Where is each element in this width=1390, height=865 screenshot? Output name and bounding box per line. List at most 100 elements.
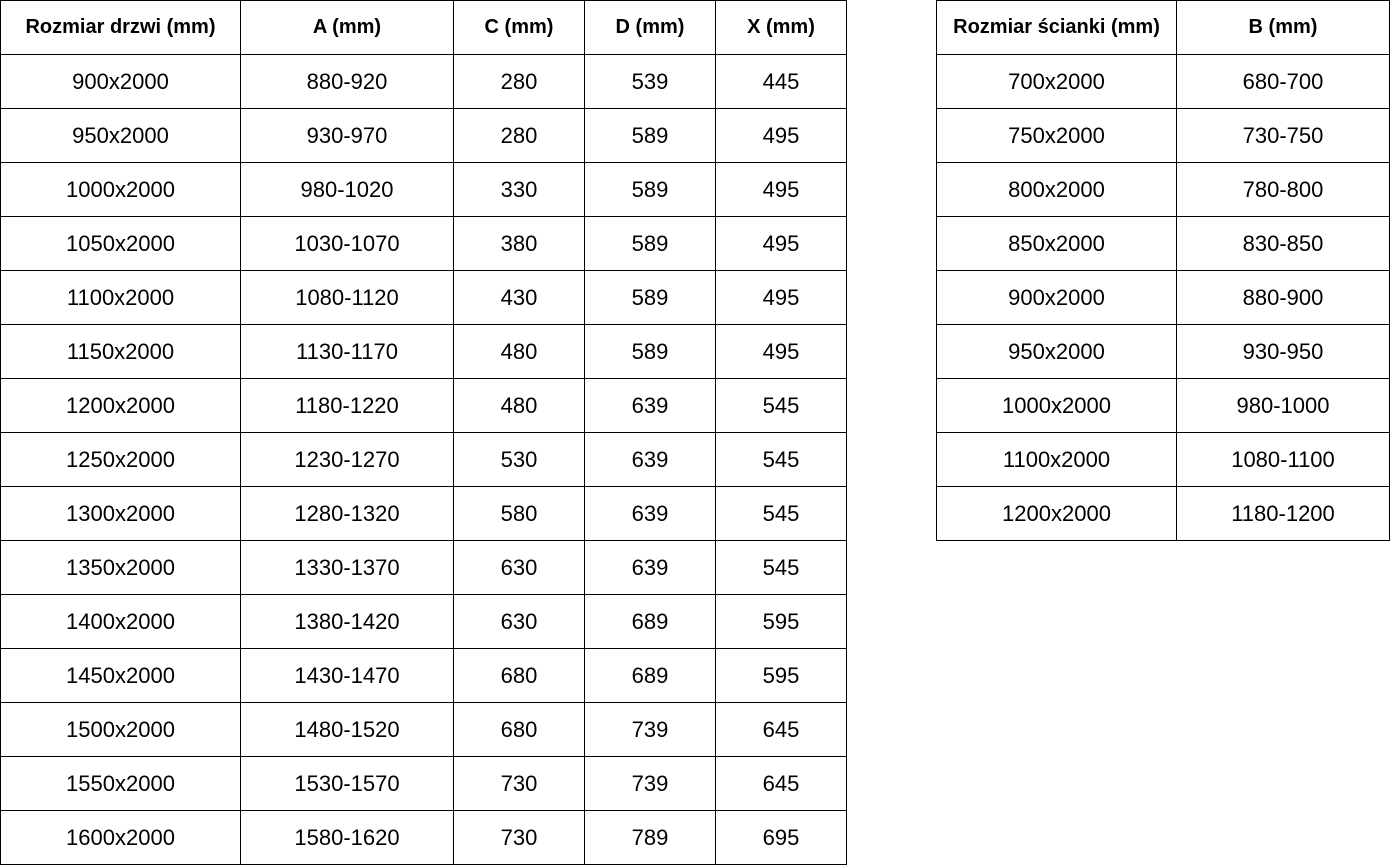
table-cell: 1380-1420	[240, 594, 454, 649]
table-cell: 950x2000	[0, 108, 241, 163]
table-cell: 680	[453, 702, 585, 757]
table-cell: 789	[584, 810, 716, 865]
table-cell: 1000x2000	[936, 378, 1177, 433]
table-cell: 680	[453, 648, 585, 703]
table-cell: 1180-1220	[240, 378, 454, 433]
table-row: 1000x2000 980-1020 330 589 495	[0, 162, 847, 217]
table-cell: 1080-1120	[240, 270, 454, 325]
column-header: Rozmiar ścianki (mm)	[936, 0, 1177, 55]
table-row: 1100x2000 1080-1100	[936, 432, 1390, 487]
table-cell: 1200x2000	[0, 378, 241, 433]
table-cell: 880-900	[1176, 270, 1390, 325]
table-cell: 1330-1370	[240, 540, 454, 595]
table-cell: 530	[453, 432, 585, 487]
table-cell: 639	[584, 378, 716, 433]
column-header: D (mm)	[584, 0, 716, 55]
header-row: Rozmiar drzwi (mm) A (mm) C (mm) D (mm) X (m…	[0, 0, 847, 55]
table-cell: 980-1020	[240, 162, 454, 217]
table-cell: 595	[715, 594, 847, 649]
table-cell: 545	[715, 486, 847, 541]
table-cell: 645	[715, 702, 847, 757]
table-cell: 730	[453, 810, 585, 865]
table-cell: 880-920	[240, 54, 454, 109]
column-header: C (mm)	[453, 0, 585, 55]
table-row: 1050x2000 1030-1070 380 589 495	[0, 216, 847, 271]
table-cell: 430	[453, 270, 585, 325]
table-cell: 1030-1070	[240, 216, 454, 271]
table-cell: 930-950	[1176, 324, 1390, 379]
table-cell: 739	[584, 756, 716, 811]
table-cell: 1280-1320	[240, 486, 454, 541]
table-cell: 589	[584, 162, 716, 217]
table-cell: 900x2000	[936, 270, 1177, 325]
table-cell: 1530-1570	[240, 756, 454, 811]
table-cell: 1100x2000	[936, 432, 1177, 487]
table-cell: 1200x2000	[936, 486, 1177, 541]
table-cell: 1230-1270	[240, 432, 454, 487]
table-cell: 495	[715, 216, 847, 271]
door-size-table: Rozmiar drzwi (mm) A (mm) C (mm) D (mm) X (m…	[0, 0, 847, 865]
table-cell: 739	[584, 702, 716, 757]
table-row: 1500x2000 1480-1520 680 739 645	[0, 702, 847, 757]
table-cell: 589	[584, 108, 716, 163]
table-cell: 800x2000	[936, 162, 1177, 217]
table-cell: 900x2000	[0, 54, 241, 109]
table-cell: 1050x2000	[0, 216, 241, 271]
table-cell: 1000x2000	[0, 162, 241, 217]
header-row: Rozmiar ścianki (mm) B (mm)	[936, 0, 1390, 55]
table-cell: 495	[715, 324, 847, 379]
table-cell: 930-970	[240, 108, 454, 163]
table-row: 1400x2000 1380-1420 630 689 595	[0, 594, 847, 649]
table-row: 850x2000 830-850	[936, 216, 1390, 271]
table-cell: 1500x2000	[0, 702, 241, 757]
table-row: 700x2000 680-700	[936, 54, 1390, 109]
table-cell: 1430-1470	[240, 648, 454, 703]
table-row: 1100x2000 1080-1120 430 589 495	[0, 270, 847, 325]
table-cell: 539	[584, 54, 716, 109]
table-cell: 545	[715, 540, 847, 595]
table-cell: 1550x2000	[0, 756, 241, 811]
table-row: 1550x2000 1530-1570 730 739 645	[0, 756, 847, 811]
table-row: 1200x2000 1180-1200	[936, 486, 1390, 541]
table-cell: 780-800	[1176, 162, 1390, 217]
table-cell: 639	[584, 486, 716, 541]
table-row: 1350x2000 1330-1370 630 639 545	[0, 540, 847, 595]
table-row: 1150x2000 1130-1170 480 589 495	[0, 324, 847, 379]
table-cell: 950x2000	[936, 324, 1177, 379]
table-cell: 545	[715, 432, 847, 487]
table-cell: 380	[453, 216, 585, 271]
table-cell: 639	[584, 540, 716, 595]
table-cell: 850x2000	[936, 216, 1177, 271]
table-row: 1450x2000 1430-1470 680 689 595	[0, 648, 847, 703]
table-cell: 730	[453, 756, 585, 811]
table-cell: 639	[584, 432, 716, 487]
table-cell: 630	[453, 540, 585, 595]
table-cell: 280	[453, 108, 585, 163]
table-row: 1300x2000 1280-1320 580 639 545	[0, 486, 847, 541]
column-header: A (mm)	[240, 0, 454, 55]
table-cell: 630	[453, 594, 585, 649]
table-cell: 495	[715, 270, 847, 325]
table-cell: 1150x2000	[0, 324, 241, 379]
table-cell: 645	[715, 756, 847, 811]
column-header: Rozmiar drzwi (mm)	[0, 0, 241, 55]
table-cell: 1080-1100	[1176, 432, 1390, 487]
table-row: 950x2000 930-950	[936, 324, 1390, 379]
table-cell: 1350x2000	[0, 540, 241, 595]
table-cell: 580	[453, 486, 585, 541]
table-cell: 1480-1520	[240, 702, 454, 757]
table-cell: 1400x2000	[0, 594, 241, 649]
table-row: 1250x2000 1230-1270 530 639 545	[0, 432, 847, 487]
table-cell: 1300x2000	[0, 486, 241, 541]
table-cell: 689	[584, 594, 716, 649]
table-row: 1600x2000 1580-1620 730 789 695	[0, 810, 847, 865]
table-cell: 480	[453, 378, 585, 433]
wall-panel-size-table: Rozmiar ścianki (mm) B (mm) 700x2000 680-7…	[936, 0, 1390, 541]
table-row: 900x2000 880-900	[936, 270, 1390, 325]
column-header: X (mm)	[715, 0, 847, 55]
table-cell: 700x2000	[936, 54, 1177, 109]
table-cell: 495	[715, 162, 847, 217]
table-cell: 495	[715, 108, 847, 163]
table-cell: 595	[715, 648, 847, 703]
table-row: 900x2000 880-920 280 539 445	[0, 54, 847, 109]
